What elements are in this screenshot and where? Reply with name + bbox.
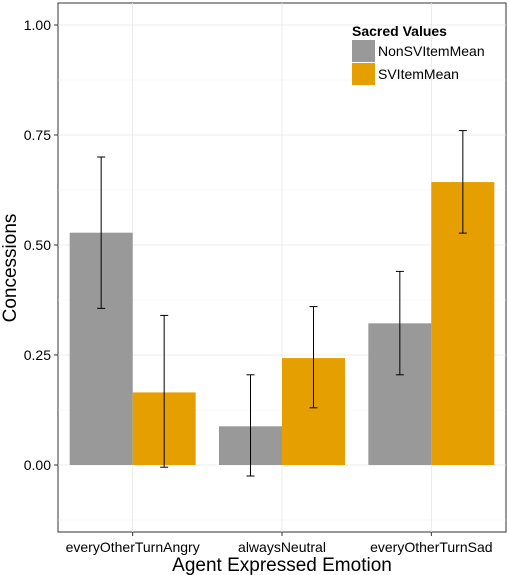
- x-tick-label: alwaysNeutral: [238, 539, 326, 555]
- legend-swatch-nonsv: [352, 40, 375, 62]
- x-tick-label: everyOtherTurnSad: [370, 539, 492, 555]
- y-tick-label: 0.50: [24, 237, 51, 253]
- y-tick-label: 1.00: [24, 17, 51, 33]
- legend: Sacred Values NonSVItemMean SVItemMean: [352, 23, 485, 85]
- x-tick-label: everyOtherTurnAngry: [66, 539, 200, 555]
- y-axis-title: Concessions: [0, 214, 21, 323]
- x-axis-ticks: everyOtherTurnAngry alwaysNeutral everyOth…: [66, 532, 493, 555]
- y-tick-label: 0.00: [24, 457, 51, 473]
- error-bars: [97, 130, 467, 477]
- y-tick-label: 0.25: [24, 347, 51, 363]
- y-axis-ticks: 0.00 0.25 0.50 0.75 1.00: [24, 17, 58, 473]
- y-tick-label: 0.75: [24, 127, 51, 143]
- x-axis-title: Agent Expressed Emotion: [172, 555, 392, 575]
- legend-swatch-sv: [352, 63, 375, 85]
- legend-label-sv: SVItemMean: [378, 66, 459, 82]
- legend-title: Sacred Values: [352, 23, 447, 39]
- legend-label-nonsv: NonSVItemMean: [378, 43, 485, 59]
